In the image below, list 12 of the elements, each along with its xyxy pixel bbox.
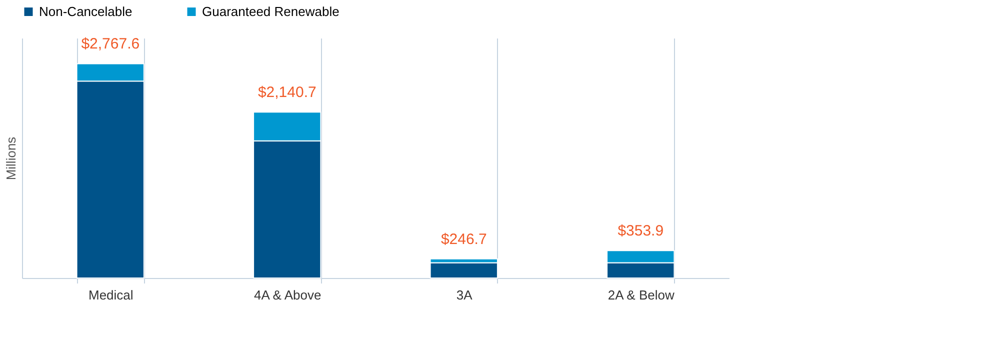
annotation: $2,140.7 (258, 84, 316, 102)
x-tick-label: Medical (88, 288, 134, 302)
legend-label: Guaranteed Renewable (202, 4, 340, 19)
x-tick-label: 4A & Above (254, 288, 322, 302)
annotation: $353.9 (618, 222, 664, 240)
y-axis-title: Millions (4, 136, 18, 180)
bar (430, 262, 498, 278)
x-tick-label: 3A (456, 288, 473, 302)
x-tick-label: 2A & Below (608, 288, 675, 302)
legend-label: Non-Cancelable (39, 4, 132, 19)
annotation: $246.7 (440, 230, 487, 248)
annotation: $2,767.6 (81, 36, 140, 53)
